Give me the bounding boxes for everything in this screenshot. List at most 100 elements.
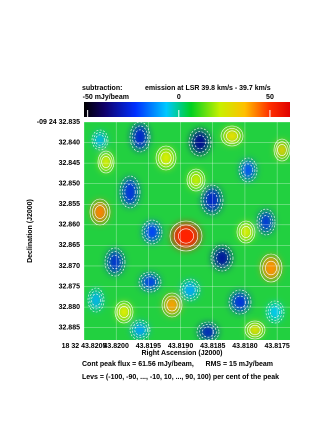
map-blob [144, 222, 160, 242]
annotation: Cont peak flux = 61.56 mJy/beam, RMS = 1… [82, 361, 273, 368]
contour [234, 295, 246, 309]
map-blob [132, 124, 148, 150]
y-tick-label: 32.875 [59, 283, 81, 290]
contour [240, 160, 256, 180]
map-blob [191, 130, 209, 154]
contour [275, 141, 289, 159]
contour [196, 321, 220, 340]
contour [146, 225, 158, 239]
contour [134, 129, 146, 145]
colorbar-tick-label: 50 [266, 94, 274, 101]
contour [104, 247, 126, 277]
contour [265, 260, 277, 276]
map-blob [268, 303, 282, 321]
contour [141, 219, 163, 245]
contour [101, 156, 111, 168]
contour [109, 254, 121, 270]
contour [91, 293, 101, 307]
contour [95, 134, 105, 146]
map-blob [92, 201, 108, 223]
colorbar-tick-label: -50 mJy/beam [83, 94, 129, 101]
contour [99, 153, 113, 171]
contour [122, 179, 138, 205]
contour [203, 188, 221, 212]
contour [107, 251, 123, 273]
contour [129, 319, 151, 340]
contour [273, 138, 290, 162]
x-tick-label: 43.8175 [264, 343, 289, 350]
map-blob [213, 247, 231, 269]
map-blob [141, 274, 159, 290]
contour [144, 222, 160, 242]
map-blob [231, 292, 249, 312]
x-tick-label: 43.8200 [104, 343, 129, 350]
chart-title: emission at LSR 39.8 km/s - 39.7 km/s [145, 85, 271, 92]
map-blob [262, 256, 280, 280]
contour [240, 226, 252, 238]
contour [242, 163, 254, 177]
contour [228, 289, 252, 315]
contour [194, 134, 206, 150]
contour [155, 145, 177, 171]
x-tick-label: 18 32 43.8205 [62, 343, 107, 350]
contour [141, 274, 159, 290]
contour [94, 205, 106, 219]
contour [158, 148, 174, 168]
map-blob [117, 303, 131, 321]
contour [118, 306, 130, 318]
map-blob [241, 160, 255, 180]
contour [259, 253, 283, 283]
contour [138, 271, 162, 293]
y-tick-label: 32.845 [59, 160, 81, 167]
contour [91, 129, 109, 151]
contour [231, 292, 249, 312]
map-blob [122, 178, 138, 206]
y-tick-label: 32.865 [59, 242, 81, 249]
contour [166, 298, 178, 312]
annotation: Levs = (-100, -90, ..., -10, 10, ..., 90… [82, 374, 279, 381]
contour [169, 220, 203, 252]
contour [132, 322, 148, 338]
x-axis-label: Right Ascension (J2000) [141, 350, 222, 357]
contour [87, 287, 105, 313]
map-blob [259, 211, 273, 233]
map-blob [182, 281, 198, 299]
contour [238, 157, 258, 183]
contour [256, 208, 276, 236]
map-blob [164, 295, 180, 315]
contour [164, 295, 180, 315]
colorbar [84, 102, 290, 117]
contour [247, 322, 263, 338]
contour [213, 248, 231, 269]
contour [267, 303, 283, 321]
contour [216, 251, 228, 265]
contour [258, 212, 274, 233]
contour [236, 220, 256, 244]
contour [92, 202, 108, 223]
contour [220, 125, 244, 147]
map-blob [203, 187, 221, 213]
contour [186, 168, 206, 192]
contour [226, 130, 238, 142]
contour [269, 306, 281, 318]
contour [93, 132, 107, 148]
contour [182, 281, 198, 299]
contour [132, 125, 148, 149]
contour [114, 300, 134, 324]
contour [179, 278, 201, 302]
contour [202, 326, 214, 338]
contour [134, 324, 146, 336]
x-tick-label: 43.8195 [136, 343, 161, 350]
contour [119, 175, 141, 209]
chart: subtraction: emission at LSR 39.8 km/s -… [27, 85, 290, 381]
contour [116, 303, 132, 321]
contour [184, 284, 196, 296]
contour [190, 174, 202, 186]
y-tick-label: 32.850 [59, 181, 81, 188]
contour [199, 324, 217, 340]
contour [178, 228, 194, 244]
contour [160, 151, 172, 165]
y-tick-label: 32.840 [59, 139, 81, 146]
contour [188, 127, 212, 157]
contour [161, 292, 183, 318]
